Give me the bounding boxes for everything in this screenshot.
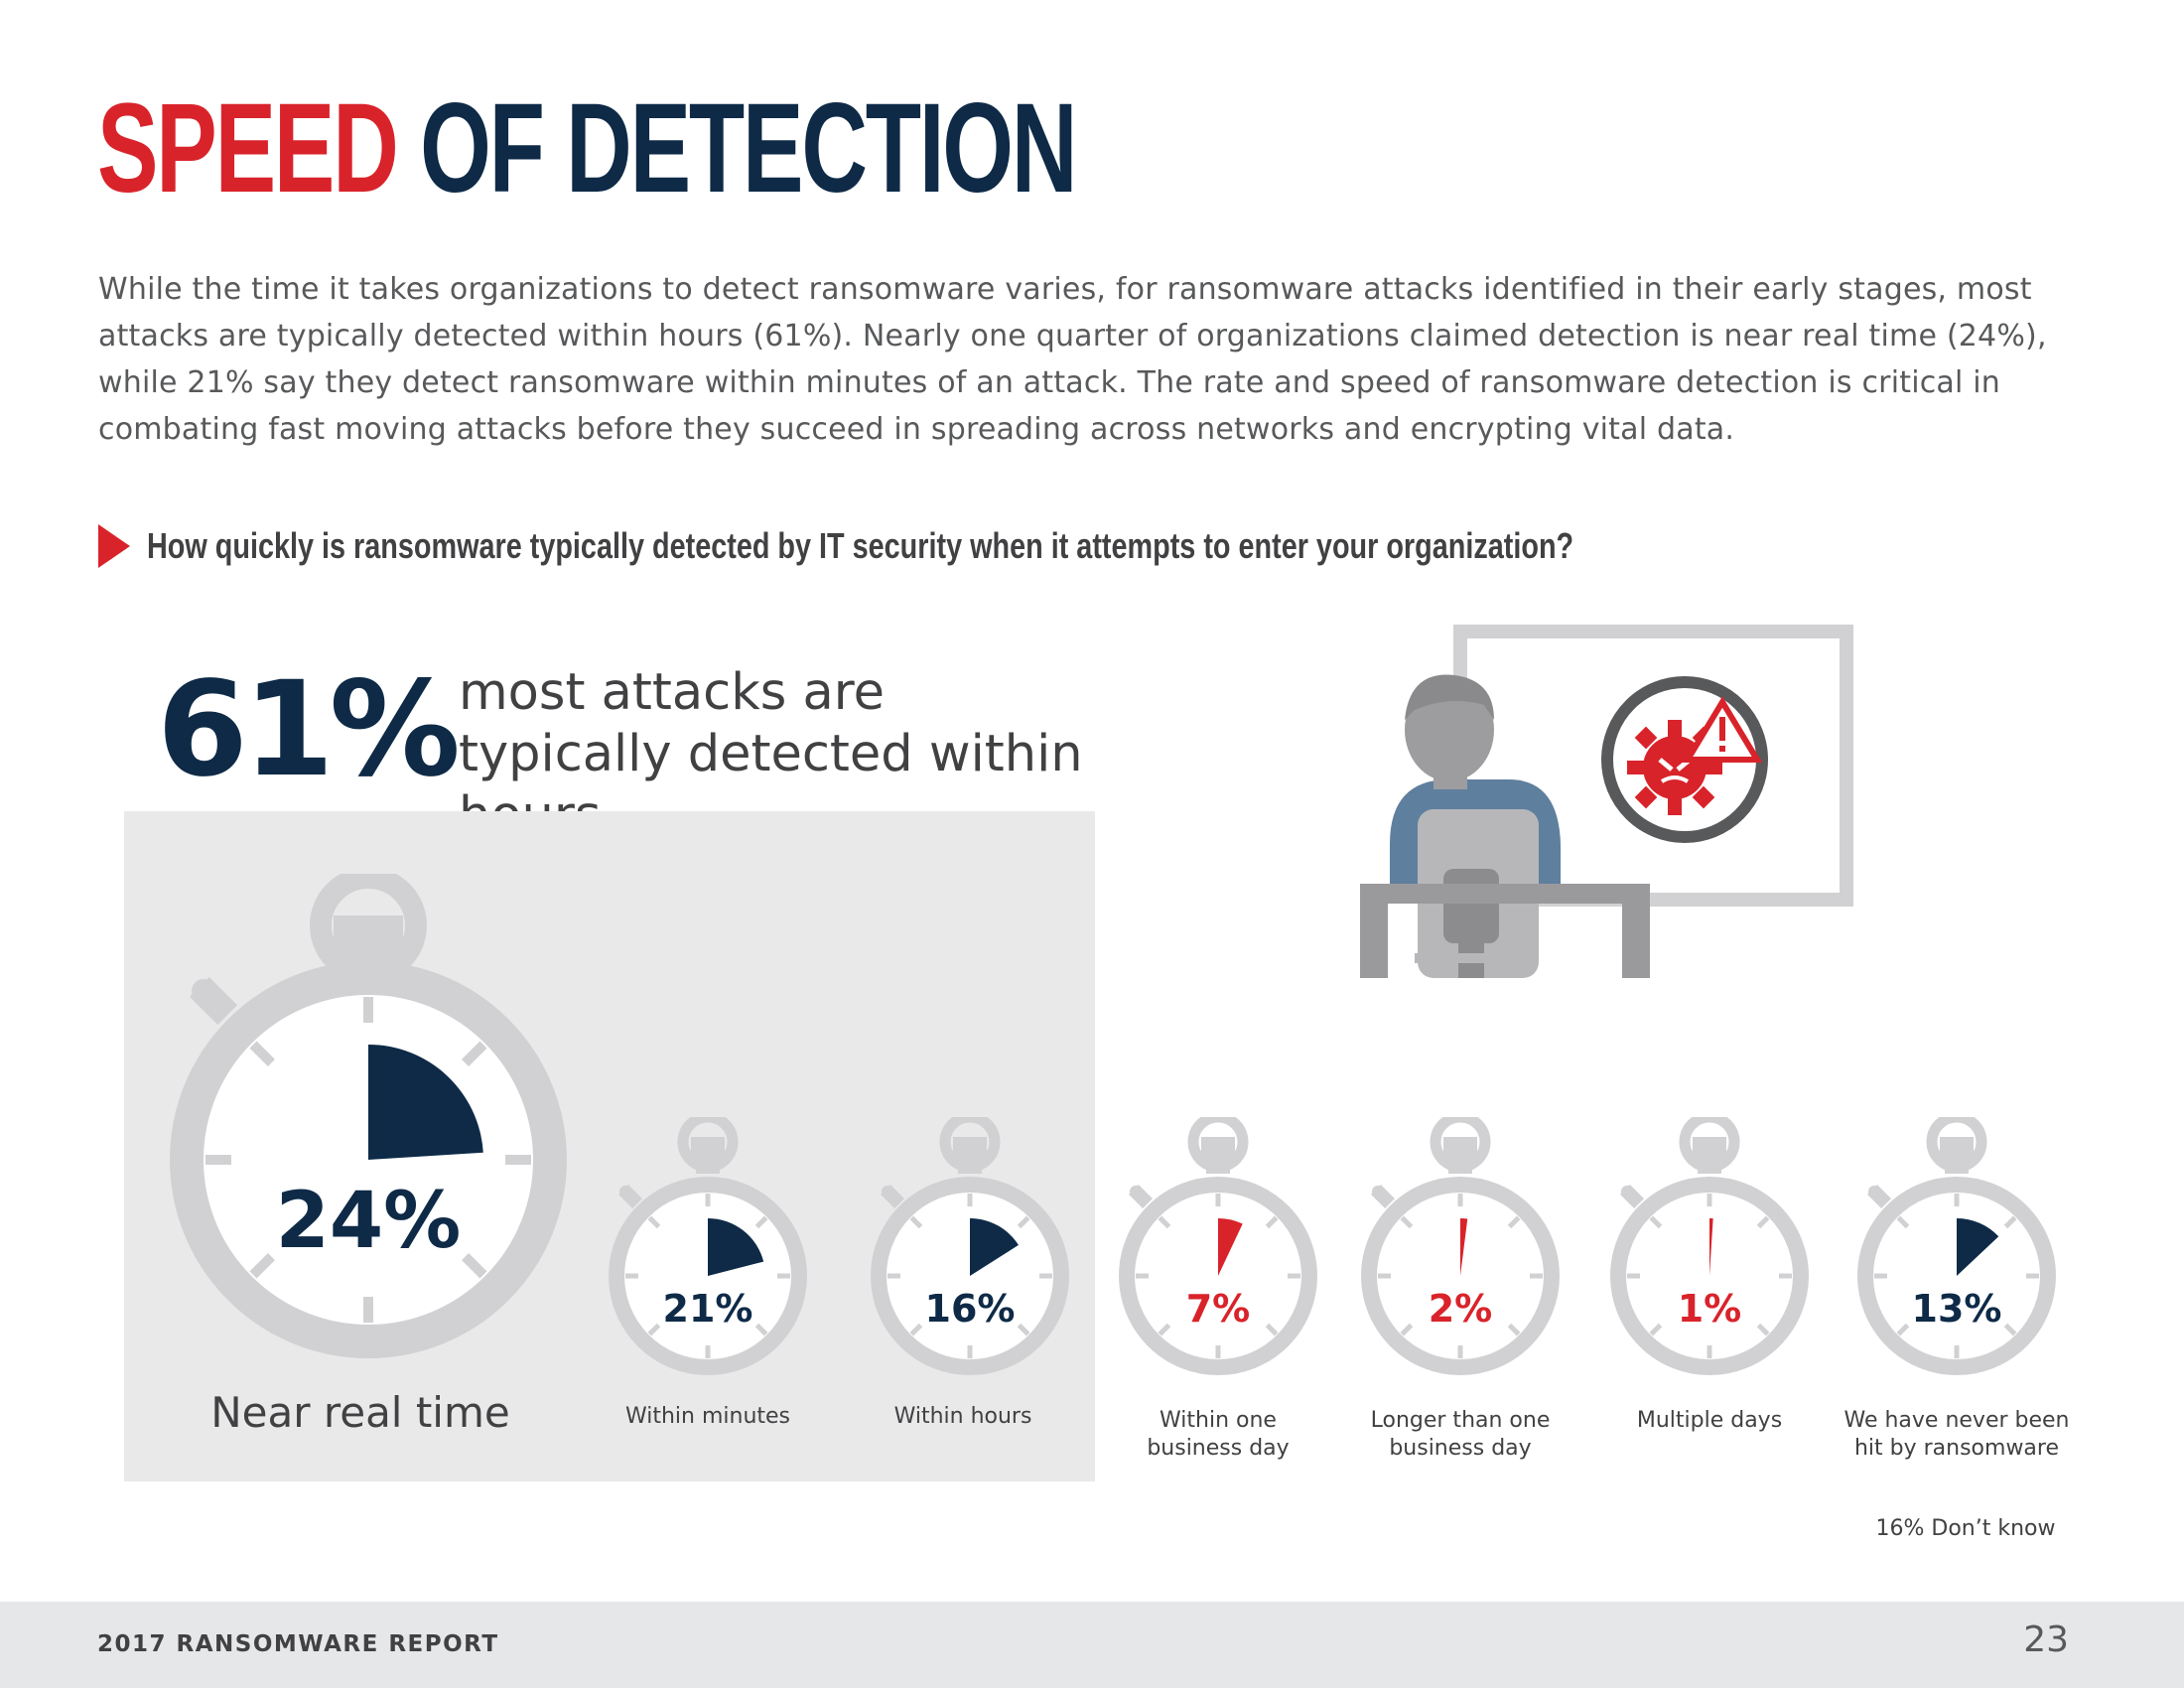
stopwatch-tick [249, 1041, 275, 1066]
stopwatch-button-knob [1372, 1186, 1384, 1197]
stopwatch-stem [1206, 1160, 1230, 1174]
value-wedge [368, 1045, 483, 1160]
stopwatch-tick [462, 1041, 487, 1066]
value-label: 16% [925, 1287, 1016, 1331]
stopwatch-crown [334, 915, 403, 963]
stopwatch-tick [1158, 1215, 1171, 1229]
stopwatch-tick [1017, 1323, 1030, 1336]
category-label: Near real time [210, 1388, 510, 1437]
stopwatch-tick [1896, 1323, 1910, 1336]
stopwatch-tick [909, 1215, 923, 1229]
category-label: Within one business day [1147, 1408, 1290, 1461]
value-label: 7% [1186, 1287, 1251, 1331]
stopwatch-crown [1693, 1137, 1726, 1161]
stopwatch-tick [1756, 1215, 1770, 1229]
stopwatch-tick [754, 1215, 768, 1229]
stopwatch-tick [1507, 1323, 1521, 1336]
value-wedge [708, 1218, 764, 1276]
stopwatch-tick [647, 1323, 661, 1336]
stopwatch-button-knob [1868, 1186, 1880, 1197]
stopwatch-crown [1940, 1137, 1974, 1161]
stopwatch-tick [1649, 1215, 1663, 1229]
stopwatch-within-one-day: 7% [1109, 1111, 1327, 1409]
title-main: OF DETECTION [420, 77, 1077, 219]
stopwatch-tick [1896, 1215, 1910, 1229]
highlight-percentage: 61% [157, 653, 461, 806]
stopwatch-stem [696, 1160, 720, 1174]
stopwatch-tick [2003, 1323, 2017, 1336]
stopwatch-tick [1649, 1323, 1663, 1336]
value-wedge [970, 1218, 1019, 1276]
value-wedge [1957, 1218, 1999, 1276]
stopwatch-tick [1507, 1215, 1521, 1229]
stopwatch-button-knob [192, 979, 215, 1003]
category-label: We have never been hit by ransomware [1843, 1408, 2070, 1461]
stopwatch-tick [1400, 1215, 1414, 1229]
stopwatch-stem [1945, 1160, 1969, 1174]
stopwatch-tick [647, 1215, 661, 1229]
page-footer: 2017 RANSOMWARE REPORT 23 [0, 1602, 2184, 1688]
ransomware-alert-icon [1601, 676, 1768, 843]
value-label: 21% [663, 1287, 753, 1331]
report-name: 2017 RANSOMWARE REPORT [97, 1631, 499, 1657]
stopwatch-stem [1448, 1160, 1472, 1174]
stopwatch-tick [1756, 1323, 1770, 1336]
stopwatch-within-hours: 16% [861, 1111, 1079, 1409]
stopwatch-tick [1265, 1323, 1279, 1336]
stopwatch-crown [953, 1137, 987, 1161]
category-label: Longer than one business day [1370, 1408, 1551, 1461]
stopwatch-stem [958, 1160, 982, 1174]
triangle-bullet-icon [98, 524, 130, 568]
stopwatch-tick [1400, 1323, 1414, 1336]
value-wedge [1218, 1218, 1243, 1276]
stopwatch-tick [1017, 1215, 1030, 1229]
stopwatch-within-minutes: 21% [599, 1111, 817, 1409]
page-title: SPEED OF DETECTION [97, 77, 1077, 219]
value-label: 24% [276, 1177, 462, 1266]
value-wedge [1460, 1218, 1468, 1276]
value-label: 1% [1678, 1287, 1742, 1331]
stopwatch-crown [1443, 1137, 1477, 1161]
person-at-monitor-icon [1360, 625, 1853, 978]
stopwatch-tick [1265, 1215, 1279, 1229]
value-label: 13% [1912, 1287, 2002, 1331]
category-label: Within hours [893, 1404, 1032, 1429]
stopwatch-never-hit: 13% [1847, 1111, 2066, 1409]
category-label: Within minutes [624, 1404, 791, 1429]
stopwatch-tick [462, 1253, 487, 1279]
stopwatch-tick [2003, 1215, 2017, 1229]
question-text: How quickly is ransomware typically dete… [147, 525, 1574, 566]
value-wedge [1709, 1218, 1713, 1276]
survey-question: How quickly is ransomware typically dete… [98, 521, 1984, 571]
page-number: 23 [2023, 1619, 2069, 1660]
stopwatch-tick [754, 1323, 768, 1336]
stopwatch-near-real-time: 24% [160, 867, 577, 1374]
stopwatch-multiple-days: 1% [1600, 1111, 1819, 1409]
stopwatch-button-knob [619, 1186, 631, 1197]
stopwatch-tick [249, 1253, 275, 1279]
stopwatch-tick [1158, 1323, 1171, 1336]
stopwatch-button-knob [1130, 1186, 1142, 1197]
stopwatch-crown [1201, 1137, 1235, 1161]
highlight-caption: most attacks are typically detected with… [459, 663, 1083, 845]
stopwatch-stem [1698, 1160, 1721, 1174]
value-label: 2% [1429, 1287, 1493, 1331]
stopwatch-tick [909, 1323, 923, 1336]
stopwatch-longer-than-one-day: 2% [1351, 1111, 1570, 1409]
intro-paragraph: While the time it takes organizations to… [98, 272, 2047, 447]
stopwatch-button-knob [1621, 1186, 1633, 1197]
stopwatch-crown [691, 1137, 725, 1161]
title-highlight: SPEED [97, 77, 399, 219]
stopwatch-button-knob [882, 1186, 893, 1197]
category-label: Multiple days [1636, 1408, 1783, 1433]
dont-know-note: 16% Don’t know [1875, 1516, 2056, 1541]
